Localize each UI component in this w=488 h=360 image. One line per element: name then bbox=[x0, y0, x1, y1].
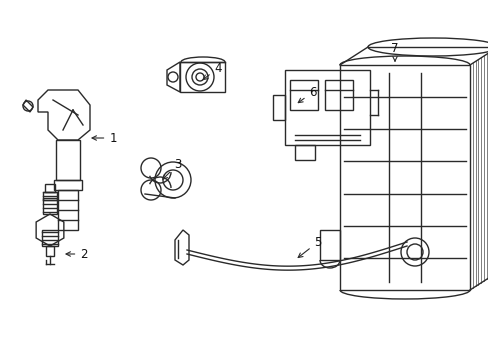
Bar bbox=[43, 198, 57, 214]
Text: 6: 6 bbox=[298, 86, 316, 103]
Text: 5: 5 bbox=[298, 235, 321, 257]
Bar bbox=[56, 140, 80, 180]
Text: 1: 1 bbox=[92, 131, 117, 144]
Bar bbox=[289, 80, 317, 110]
Bar bbox=[46, 246, 54, 256]
Bar bbox=[180, 62, 224, 92]
Bar bbox=[339, 65, 469, 290]
Bar bbox=[325, 80, 352, 110]
Bar bbox=[45, 184, 55, 192]
Bar bbox=[285, 70, 369, 145]
Text: 2: 2 bbox=[66, 248, 87, 261]
Bar bbox=[42, 230, 58, 246]
Bar bbox=[294, 145, 314, 160]
Bar bbox=[43, 192, 57, 200]
Text: 4: 4 bbox=[203, 62, 221, 80]
Text: 3: 3 bbox=[163, 158, 182, 179]
Bar bbox=[54, 180, 82, 190]
Bar bbox=[58, 190, 78, 230]
Text: 7: 7 bbox=[390, 41, 398, 61]
